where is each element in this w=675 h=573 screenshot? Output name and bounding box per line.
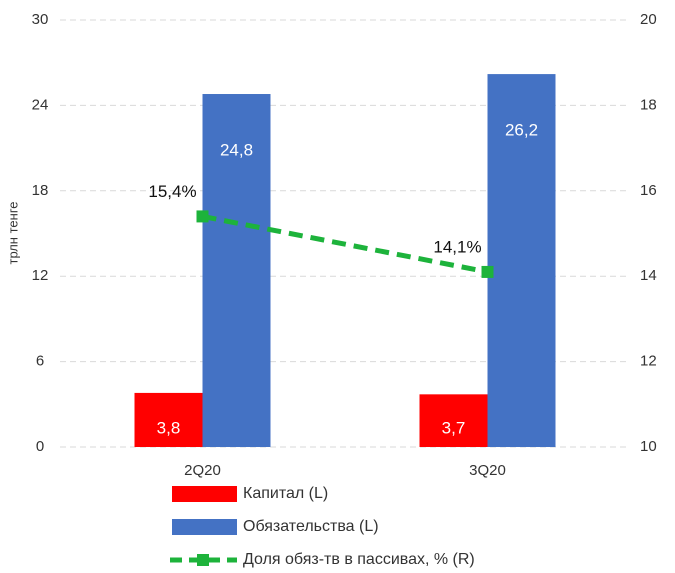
y-tick-label: 18 (32, 182, 49, 199)
y2-tick-label: 10 (640, 438, 657, 455)
bar (487, 74, 556, 447)
bar (419, 394, 488, 447)
y-tick-label: 0 (36, 438, 44, 455)
y-axis-label: трлн тенге (5, 201, 20, 264)
line-marker (481, 265, 494, 278)
legend-swatch (197, 554, 209, 566)
y2-tick-label: 16 (640, 182, 657, 199)
x-tick-label: 3Q20 (469, 462, 506, 479)
data-label: 3,8 (157, 418, 181, 437)
y2-tick-label: 18 (640, 96, 657, 113)
legend-label: Обязательства (L) (243, 518, 379, 535)
line-marker (196, 210, 209, 223)
legend-label: Доля обяз-тв в пассивах, % (R) (243, 551, 475, 568)
line (202, 213, 488, 275)
y2-tick-label: 14 (640, 267, 657, 284)
y-tick-label: 6 (36, 353, 44, 370)
y2-tick-label: 20 (640, 11, 657, 28)
y-tick-label: 30 (32, 11, 49, 28)
data-label: 14,1% (433, 237, 481, 256)
x-tick-label: 2Q20 (184, 462, 221, 479)
data-label: 24,8 (220, 140, 253, 159)
data-label: 3,7 (442, 418, 466, 437)
legend-swatch (172, 486, 237, 502)
y2-tick-label: 12 (640, 353, 657, 370)
y-tick-label: 12 (32, 267, 49, 284)
legend-swatch (172, 519, 237, 535)
bar (202, 94, 271, 447)
y-tick-label: 24 (32, 96, 49, 113)
data-label: 26,2 (505, 121, 538, 140)
legend-label: Капитал (L) (243, 485, 328, 502)
bar (134, 392, 203, 447)
data-label: 15,4% (148, 182, 196, 201)
